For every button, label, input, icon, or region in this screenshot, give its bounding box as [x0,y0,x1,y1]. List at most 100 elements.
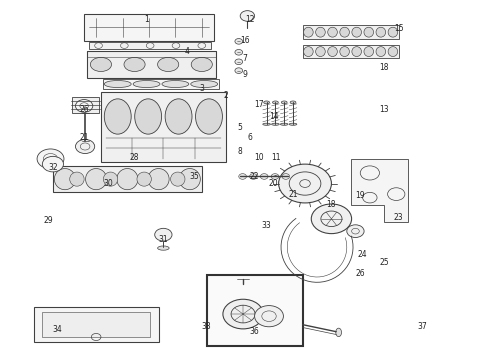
Polygon shape [34,307,159,342]
Ellipse shape [75,100,93,112]
Text: 9: 9 [243,70,247,79]
Ellipse shape [239,174,246,179]
Ellipse shape [137,172,151,186]
Text: 6: 6 [247,133,252,142]
Ellipse shape [37,149,64,169]
Ellipse shape [263,123,270,125]
Text: 23: 23 [394,212,403,221]
Polygon shape [303,26,399,39]
Polygon shape [351,159,408,222]
Polygon shape [53,166,202,192]
Ellipse shape [352,27,362,37]
Ellipse shape [191,81,218,87]
Ellipse shape [290,101,296,104]
Ellipse shape [340,27,349,37]
Text: 35: 35 [190,172,199,181]
Text: 2: 2 [223,91,228,100]
Text: 30: 30 [103,179,113,188]
Ellipse shape [249,174,257,179]
Text: 28: 28 [130,153,139,162]
Text: 11: 11 [271,153,281,162]
Text: 21: 21 [79,133,89,142]
Text: 16: 16 [240,36,250,45]
Ellipse shape [158,57,179,72]
Text: 38: 38 [202,322,211,331]
Text: 25: 25 [379,258,389,267]
Ellipse shape [90,57,112,72]
Ellipse shape [155,228,172,241]
Ellipse shape [223,299,263,329]
Ellipse shape [347,225,364,238]
Ellipse shape [272,101,278,104]
Ellipse shape [104,81,131,87]
Text: 26: 26 [355,269,365,278]
Ellipse shape [311,204,352,234]
Text: 3: 3 [199,84,204,93]
Text: 18: 18 [380,63,389,72]
Text: 8: 8 [238,147,243,156]
Polygon shape [207,275,303,346]
Text: 4: 4 [185,47,190,56]
Ellipse shape [388,27,398,37]
Text: 17: 17 [255,100,264,109]
Polygon shape [72,97,98,113]
Ellipse shape [260,174,268,179]
Text: 29: 29 [43,216,53,225]
Ellipse shape [282,174,290,179]
Text: 18: 18 [327,200,336,209]
Text: 36: 36 [250,327,260,336]
Ellipse shape [328,47,337,57]
Text: 21: 21 [288,190,298,199]
Text: 5: 5 [238,123,243,132]
Ellipse shape [86,168,107,190]
Ellipse shape [148,168,169,190]
Polygon shape [84,14,214,41]
Ellipse shape [179,168,200,190]
Ellipse shape [104,99,131,134]
Text: 20: 20 [269,179,279,188]
Ellipse shape [336,328,342,337]
Polygon shape [89,42,211,49]
Ellipse shape [235,49,243,55]
Ellipse shape [235,39,243,44]
Ellipse shape [117,168,138,190]
Text: 31: 31 [159,235,168,244]
Text: 32: 32 [48,163,58,172]
Text: 33: 33 [262,221,271,230]
Ellipse shape [304,27,313,37]
Ellipse shape [165,99,192,134]
Ellipse shape [376,47,386,57]
Polygon shape [42,312,150,337]
Ellipse shape [316,27,325,37]
Ellipse shape [191,57,212,72]
Ellipse shape [304,47,313,57]
Ellipse shape [103,172,118,186]
Ellipse shape [158,246,169,250]
Ellipse shape [54,168,75,190]
Ellipse shape [75,139,95,154]
Ellipse shape [340,47,349,57]
Ellipse shape [289,123,297,125]
Polygon shape [103,79,219,89]
Polygon shape [101,92,226,162]
Ellipse shape [376,27,386,37]
Ellipse shape [235,59,243,65]
Ellipse shape [171,172,185,186]
Text: 1: 1 [144,15,149,24]
Ellipse shape [162,81,189,87]
Text: 37: 37 [418,322,428,331]
Ellipse shape [70,172,84,186]
Text: 7: 7 [243,54,247,63]
Text: 19: 19 [355,192,365,201]
Text: 13: 13 [379,105,389,114]
Ellipse shape [280,123,288,125]
Polygon shape [87,51,216,78]
Ellipse shape [279,164,331,203]
Ellipse shape [316,47,325,57]
Ellipse shape [133,81,160,87]
Text: 24: 24 [358,249,368,258]
Text: 22: 22 [250,172,259,181]
Ellipse shape [264,101,270,104]
Ellipse shape [281,101,287,104]
Ellipse shape [196,99,222,134]
